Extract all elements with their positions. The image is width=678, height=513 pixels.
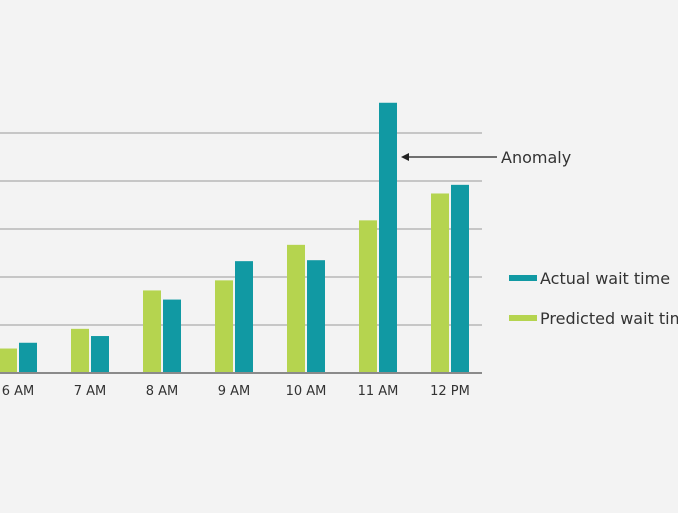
bar-actual-wait-time-9-am	[235, 261, 253, 373]
x-tick-label: 6 AM	[2, 384, 35, 399]
x-tick-label: 9 AM	[218, 384, 251, 399]
x-tick-labels: 6 AM 7 AM 8 AM 9 AM 10 AM 11 AM 12 PM	[2, 384, 470, 399]
anomaly-annotation: Anomaly	[401, 148, 571, 167]
bar-predicted-wait-time-11-am	[359, 220, 377, 373]
gridlines	[0, 132, 482, 326]
bar-predicted-wait-time-7-am	[71, 328, 89, 373]
bar-predicted-wait-time-9-am	[215, 280, 233, 373]
bar-actual-wait-time-12-pm	[451, 184, 469, 373]
bar-actual-wait-time-7-am	[91, 336, 109, 373]
x-tick-label: 12 PM	[430, 384, 470, 399]
legend-swatch	[509, 275, 537, 281]
annotation-label: Anomaly	[501, 148, 571, 167]
bar-actual-wait-time-11-am	[379, 102, 397, 373]
x-tick-label: 7 AM	[74, 384, 107, 399]
bar-predicted-wait-time-10-am	[287, 244, 305, 373]
bar-predicted-wait-time-8-am	[143, 290, 161, 373]
legend-label: Actual wait time	[540, 269, 670, 288]
bar-predicted-wait-time-6-am	[0, 348, 17, 373]
bar-predicted-wait-time-12-pm	[431, 193, 449, 373]
bar-actual-wait-time-6-am	[19, 342, 37, 373]
x-tick-label: 8 AM	[146, 384, 179, 399]
x-tick-label: 11 AM	[358, 384, 399, 399]
legend-swatch	[509, 315, 537, 321]
bar-actual-wait-time-10-am	[307, 260, 325, 373]
bars	[0, 102, 469, 373]
annotation-arrow-head	[401, 153, 409, 161]
x-tick-label: 10 AM	[286, 384, 327, 399]
legend-label: Predicted wait time	[540, 309, 678, 328]
legend: Actual wait time Predicted wait time	[509, 269, 678, 328]
bar-actual-wait-time-8-am	[163, 299, 181, 373]
